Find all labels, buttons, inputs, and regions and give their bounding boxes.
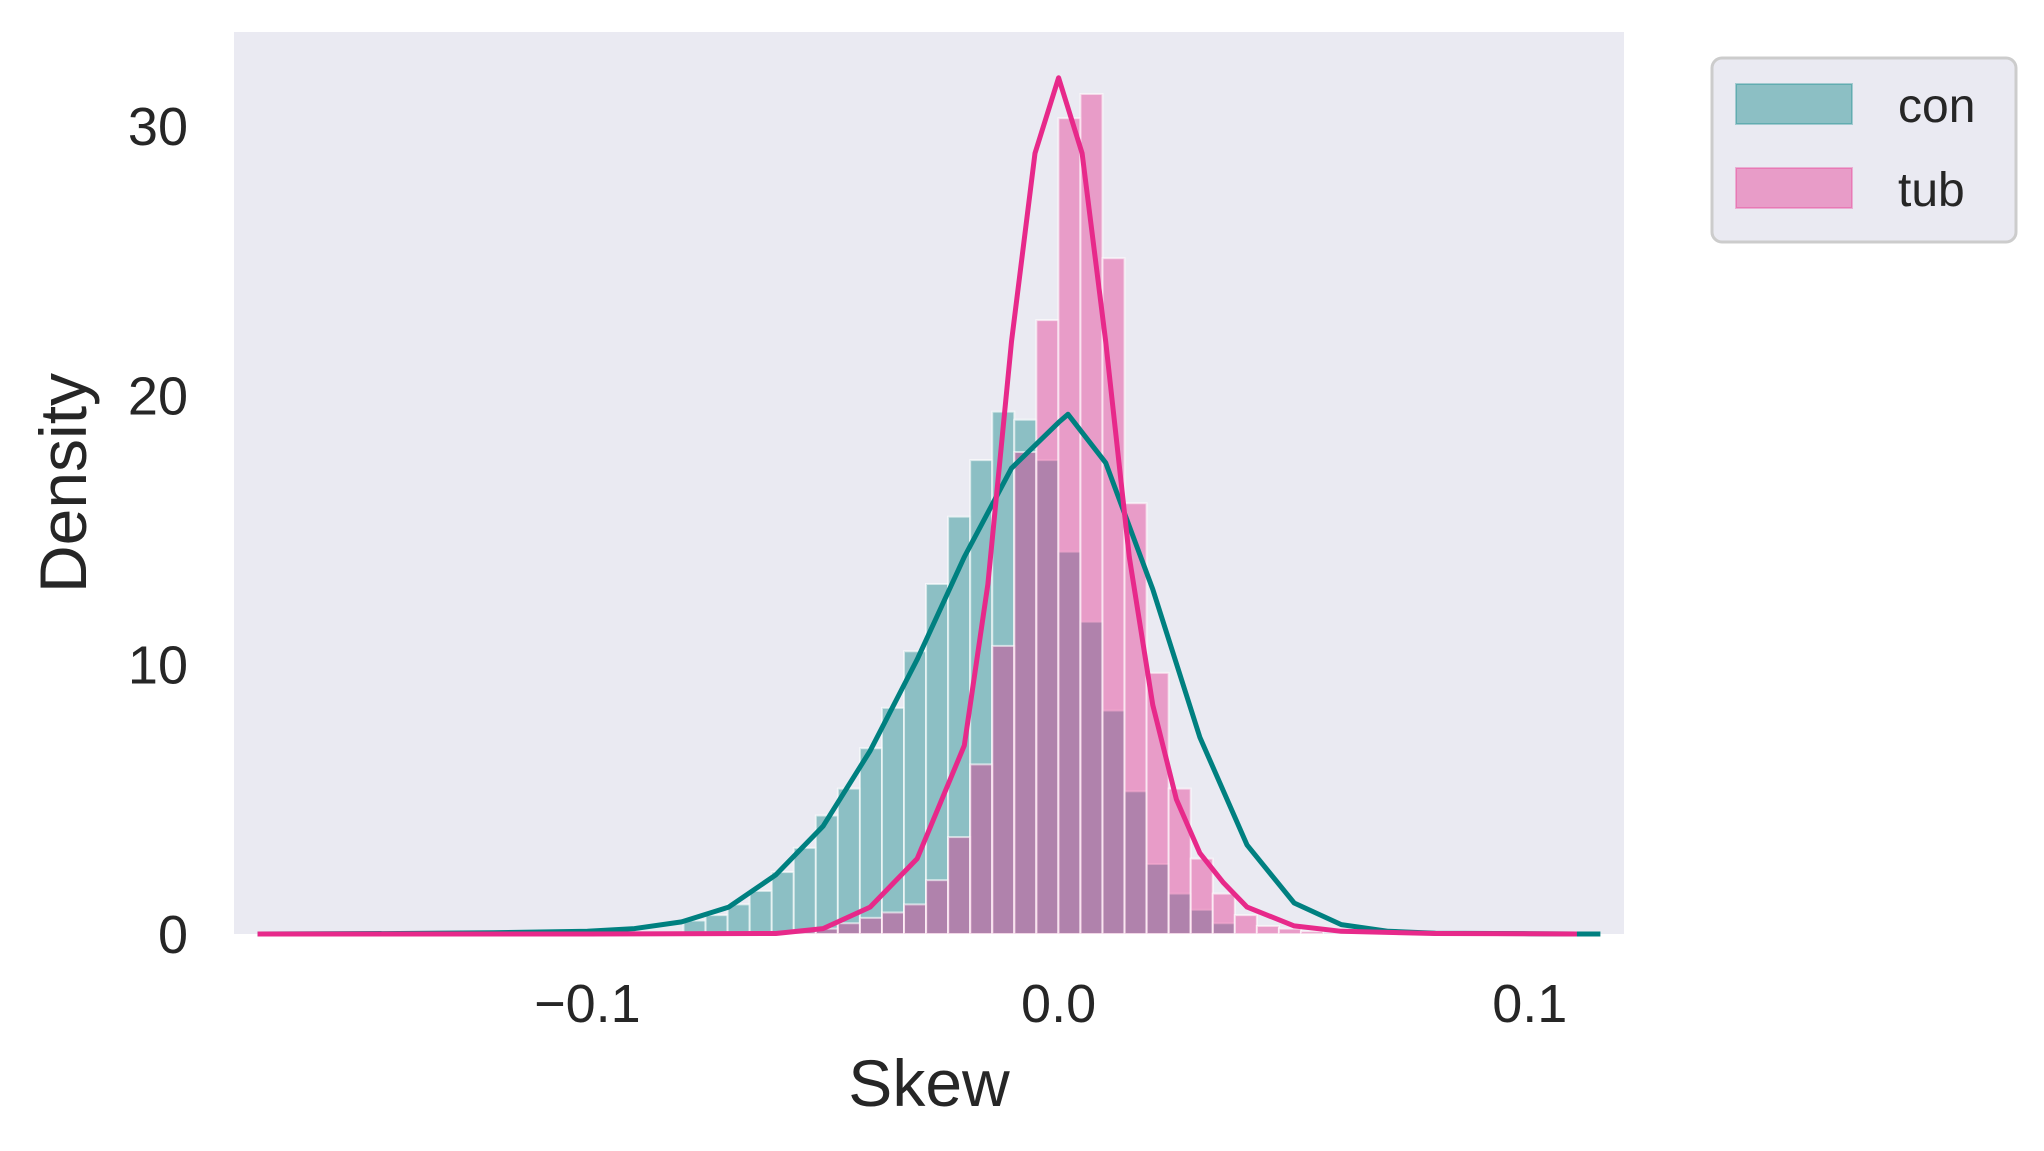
legend: con tub bbox=[1710, 56, 2018, 244]
y-tick-label: 20 bbox=[128, 366, 188, 426]
legend-swatch-con bbox=[1735, 83, 1853, 125]
legend-frame bbox=[1710, 56, 2018, 244]
histogram-bar-con bbox=[748, 889, 773, 935]
histogram-bar-tub bbox=[1057, 117, 1082, 935]
legend-swatch-tub bbox=[1735, 167, 1853, 209]
histogram-bars bbox=[682, 92, 1325, 936]
y-tick-label: 30 bbox=[128, 97, 188, 157]
histogram-bar-tub bbox=[858, 916, 883, 936]
x-tick-label: 0.0 bbox=[1021, 974, 1096, 1034]
histogram-bar-tub bbox=[1233, 914, 1258, 935]
y-axis-label: Density bbox=[26, 373, 100, 593]
histogram-bar-tub bbox=[1013, 451, 1038, 935]
x-tick-label: −0.1 bbox=[534, 974, 641, 1034]
histogram-bar-tub bbox=[1035, 319, 1060, 935]
histogram-bar-con bbox=[726, 903, 751, 935]
histogram-bar-tub bbox=[880, 911, 906, 936]
legend-label-con: con bbox=[1898, 80, 1975, 133]
histogram-bar-con bbox=[903, 650, 928, 935]
histogram-bar-tub bbox=[1255, 924, 1280, 935]
x-tick-label: 0.1 bbox=[1492, 974, 1567, 1034]
histogram-bar-tub bbox=[969, 763, 994, 936]
y-tick-label: 10 bbox=[128, 636, 188, 696]
kde-line-tub bbox=[257, 75, 1577, 937]
y-tick-labels: 0 10 20 30 bbox=[128, 97, 188, 965]
histogram-bar-tub bbox=[947, 836, 972, 936]
x-axis-label: Skew bbox=[848, 1046, 1010, 1120]
histogram-bar-tub bbox=[836, 922, 861, 936]
y-tick-label: 0 bbox=[158, 905, 188, 965]
kde-lines bbox=[257, 75, 1601, 937]
histogram-bar-tub bbox=[991, 644, 1016, 935]
histogram-bar-tub bbox=[1277, 927, 1302, 936]
histogram-bar-tub bbox=[903, 903, 928, 935]
legend-label-tub: tub bbox=[1898, 164, 1965, 217]
x-tick-labels: −0.1 0.0 0.1 bbox=[534, 974, 1567, 1034]
histogram-bar-tub bbox=[925, 879, 950, 935]
histogram-bar-con bbox=[792, 846, 817, 935]
histogram-bar-con bbox=[770, 871, 795, 936]
histogram-bar-tub bbox=[1211, 892, 1236, 935]
plot-background bbox=[234, 32, 1624, 934]
histogram-bar-con bbox=[880, 706, 906, 935]
histogram-bar-tub bbox=[1145, 671, 1170, 935]
histogram-bar-tub bbox=[1299, 930, 1325, 935]
histogram-bar-tub bbox=[1189, 857, 1214, 935]
